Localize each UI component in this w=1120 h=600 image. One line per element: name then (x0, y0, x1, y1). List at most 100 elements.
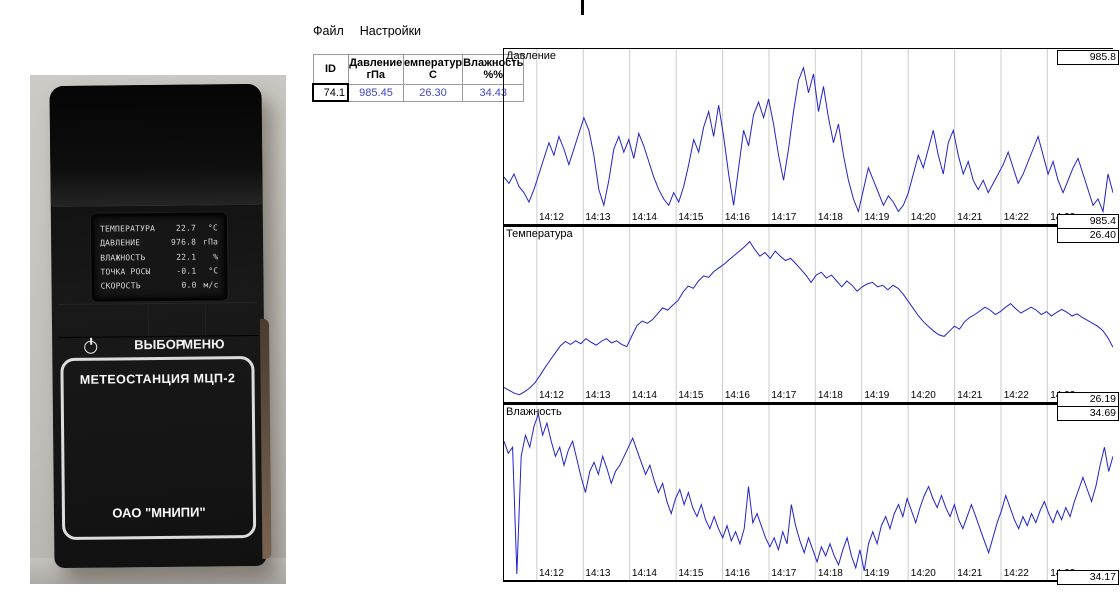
x-tick-label: 14:18 (817, 390, 843, 401)
x-tick-label: 14:20 (910, 212, 936, 223)
power-icon (84, 337, 98, 354)
max-value-box: 985.8 (1057, 50, 1119, 65)
lcd-unit: гПа (203, 237, 219, 247)
lcd-row-temperature: ТЕМПЕРАТУРА 22.7 °C (100, 223, 218, 233)
table-row[interactable]: 74.1 985.45 26.30 34.43 (312, 83, 525, 102)
lcd-value: -0.1 (176, 266, 197, 276)
readings-table: ID Давление гПа емператур С Влажность%% 74… (312, 54, 525, 102)
weather-station-device: ТЕМПЕРАТУРА 22.7 °C ДАВЛЕНИЕ 976.8 гПа В… (49, 83, 272, 569)
table-header-row: ID Давление гПа емператур С Влажность%% (312, 54, 525, 85)
lcd-value: 22.7 (175, 223, 197, 233)
x-tick-label: 14:15 (678, 212, 704, 223)
x-tick-label: 14:22 (1003, 568, 1029, 579)
x-tick-label: 14:14 (631, 212, 657, 223)
lcd-unit: % (213, 251, 219, 261)
x-tick-label: 14:20 (910, 390, 936, 401)
lcd-label: ДАВЛЕНИЕ (100, 238, 141, 248)
lcd-row-humidity: ВЛАЖНОСТЬ 22.1 % (100, 252, 218, 262)
max-value-box: 26.40 (1057, 228, 1119, 243)
x-tick-label: 14:17 (771, 390, 797, 401)
lcd-value: 976.8 (170, 237, 197, 248)
chart-title: Влажность (506, 406, 562, 418)
chart-panel-pressure: Давление 985.8 985.4 14:12 14:13 14:14 14:1… (503, 48, 1119, 229)
meteo-app-window: Файл Настройки ID Давление гПа емператур С… (310, 0, 1120, 600)
x-tick-label: 14:12 (538, 390, 564, 401)
menu-bar: Файл Настройки (313, 24, 421, 38)
lcd-row-dewpoint: ТОЧКА РОСЫ -0.1 °C (100, 266, 218, 276)
x-tick-label: 14:13 (585, 212, 611, 223)
lcd-label: ТОЧКА РОСЫ (100, 266, 151, 277)
x-tick-label: 14:19 (864, 390, 890, 401)
button-divider (147, 304, 150, 337)
menu-file[interactable]: Файл (313, 24, 344, 38)
device-front-panel: МЕТЕОСТАНЦИЯ МЦП-2 ОАО "МНИПИ" (60, 355, 257, 541)
lcd-unit: °C (208, 266, 219, 276)
min-value-box: 34.17 (1057, 570, 1119, 585)
chart-title: Давление (506, 50, 557, 62)
x-tick-label: 14:21 (957, 568, 983, 579)
temperature-plot (504, 227, 1113, 402)
header-humidity: Влажность%% (462, 54, 525, 85)
x-tick-label: 14:13 (585, 568, 611, 579)
device-photo: ТЕМПЕРАТУРА 22.7 °C ДАВЛЕНИЕ 976.8 гПа В… (30, 75, 286, 584)
chart-title: Температура (506, 228, 573, 240)
cell-id[interactable]: 74.1 (312, 83, 349, 102)
device-lcd-display: ТЕМПЕРАТУРА 22.7 °C ДАВЛЕНИЕ 976.8 гПа В… (90, 212, 228, 302)
x-tick-label: 14:22 (1003, 212, 1029, 223)
lcd-unit: °C (207, 223, 219, 233)
min-value-box: 26.19 (1057, 392, 1119, 407)
x-tick-label: 14:15 (678, 568, 704, 579)
charts-area: Давление 985.8 985.4 14:12 14:13 14:14 14:1… (503, 48, 1119, 585)
x-tick-label: 14:17 (771, 568, 797, 579)
x-tick-label: 14:18 (817, 568, 843, 579)
lcd-label: ТЕМПЕРАТУРА (99, 224, 156, 234)
x-tick-label: 14:16 (724, 212, 750, 223)
device-model-name: МЕТЕОСТАНЦИЯ МЦП-2 (79, 371, 236, 387)
lcd-label: СКОРОСТЬ (100, 281, 141, 291)
x-tick-label: 14:16 (724, 568, 750, 579)
cell-humidity[interactable]: 34.43 (462, 83, 525, 102)
device-top-cap (49, 83, 263, 208)
lcd-label: ВЛАЖНОСТЬ (100, 252, 146, 263)
cell-temperature[interactable]: 26.30 (402, 83, 464, 102)
header-id: ID (312, 54, 349, 85)
x-tick-label: 14:17 (771, 212, 797, 223)
cell-pressure[interactable]: 985.45 (347, 83, 404, 102)
humidity-plot (504, 405, 1113, 580)
x-tick-label: 14:12 (538, 212, 564, 223)
menu-key-label: МЕНЮ (182, 336, 225, 352)
x-tick-label: 14:21 (957, 212, 983, 223)
x-tick-label: 14:21 (957, 390, 983, 401)
chart-panel-humidity: Влажность 34.69 34.17 14:12 14:13 14:14 14:… (503, 404, 1119, 585)
device-brand: ОАО "МНИПИ" (112, 504, 206, 521)
x-tick-label: 14:14 (631, 568, 657, 579)
x-tick-label: 14:19 (864, 212, 890, 223)
select-key-label: ВЫБОР (134, 336, 185, 353)
x-tick-label: 14:18 (817, 212, 843, 223)
device-key-labels: ВЫБОР МЕНЮ (52, 336, 264, 356)
button-divider (204, 303, 207, 336)
lcd-row-pressure: ДАВЛЕНИЕ 976.8 гПа (100, 238, 218, 248)
x-tick-label: 14:15 (678, 390, 704, 401)
x-tick-label: 14:22 (1003, 390, 1029, 401)
x-tick-label: 14:12 (538, 568, 564, 579)
chart-panel-temperature: Температура 26.40 26.19 14:12 14:13 14:14 1… (503, 226, 1119, 407)
max-value-box: 34.69 (1057, 406, 1119, 421)
header-pressure: Давление гПа (347, 54, 404, 85)
lcd-value: 0.0 (181, 280, 197, 290)
device-side-edge (259, 318, 272, 559)
lcd-unit: м/с (203, 280, 219, 290)
lcd-row-windspeed: СКОРОСТЬ 0.0 м/с (101, 280, 219, 290)
x-tick-label: 14:16 (724, 390, 750, 401)
x-tick-label: 14:13 (585, 390, 611, 401)
lcd-value: 22.1 (176, 252, 197, 262)
min-value-box: 985.4 (1057, 214, 1119, 229)
cursor-artifact (581, 0, 584, 15)
menu-settings[interactable]: Настройки (359, 24, 422, 38)
header-temperature: емператур С (402, 54, 464, 85)
x-tick-label: 14:19 (864, 568, 890, 579)
device-button-row[interactable] (57, 301, 259, 339)
x-tick-label: 14:14 (631, 390, 657, 401)
pressure-plot (504, 49, 1113, 224)
x-tick-label: 14:20 (910, 568, 936, 579)
